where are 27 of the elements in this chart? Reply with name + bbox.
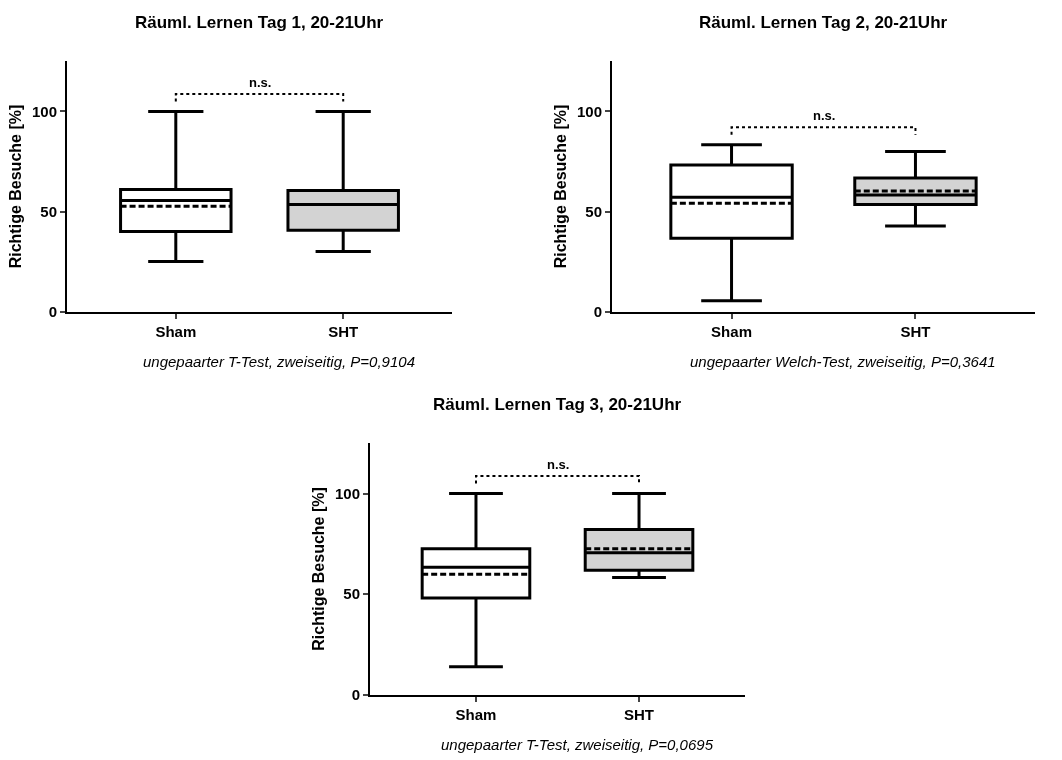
chart-title: Räuml. Lernen Tag 1, 20-21Uhr	[135, 13, 384, 32]
y-tick-label: 100	[576, 102, 602, 120]
y-tick-label: 50	[585, 202, 602, 220]
annotation: n.s.	[249, 75, 272, 90]
y-tick-label: 0	[48, 302, 57, 320]
y-tick-label: 100	[31, 102, 57, 120]
chart-title: Räuml. Lernen Tag 3, 20-21Uhr	[433, 395, 682, 414]
x-tick-label: Sham	[455, 705, 497, 723]
y-axis-title: Richtige Besuche [%]	[310, 487, 328, 651]
chart-title: Räuml. Lernen Tag 2, 20-21Uhr	[699, 13, 948, 32]
y-tick-label: 50	[40, 202, 57, 220]
annotation: n.s.	[547, 457, 570, 472]
text: ungepaarter Welch-Test, zweiseitig, P=0,3641	[690, 353, 996, 370]
x-tick-label: Sham	[711, 322, 752, 340]
y-tick-label: 50	[343, 585, 360, 603]
y-tick-label: 100	[334, 484, 360, 502]
text: ungepaarter T-Test, zweiseitig, P=0,9104	[143, 353, 415, 370]
text: ungepaarter T-Test, zweiseitig, P=0,0695	[441, 736, 714, 753]
x-tick-label: SHT	[624, 705, 655, 723]
y-tick-label: 0	[351, 685, 360, 703]
y-tick-label: 0	[593, 302, 602, 320]
x-tick-label: SHT	[328, 322, 359, 340]
y-axis-title: Richtige Besuche [%]	[7, 104, 25, 269]
annotation: n.s.	[813, 108, 836, 123]
x-tick-label: SHT	[900, 322, 931, 340]
x-tick-label: Sham	[155, 322, 197, 340]
y-axis-title: Richtige Besuche [%]	[552, 104, 570, 269]
